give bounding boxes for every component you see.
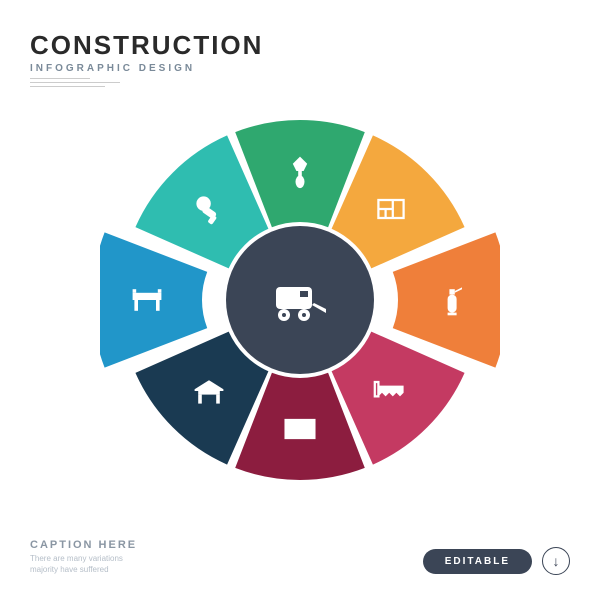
pie-chart (100, 100, 500, 500)
blueprint-icon (371, 189, 411, 229)
page-title: CONSTRUCTION (30, 30, 570, 61)
footer-buttons: EDITABLE ↓ (423, 547, 570, 575)
arrow-down-icon: ↓ (553, 553, 560, 569)
caption-block: CAPTION HERE There are many variationsma… (30, 539, 137, 575)
compressor-icon (262, 262, 338, 338)
grinder-icon (189, 189, 229, 229)
bricks-icon (280, 409, 320, 449)
page-subtitle: INFOGRAPHIC DESIGN (30, 63, 570, 74)
editable-button[interactable]: EDITABLE (423, 549, 532, 574)
download-button[interactable]: ↓ (542, 547, 570, 575)
footer: CAPTION HERE There are many variationsma… (30, 539, 570, 575)
header-lines (30, 78, 570, 87)
house-icon (189, 371, 229, 411)
trowel-icon (280, 151, 320, 191)
extinguisher-icon (433, 280, 473, 320)
caption-subtitle: There are many variationsmajority have s… (30, 554, 137, 575)
header: CONSTRUCTION INFOGRAPHIC DESIGN (30, 30, 570, 87)
saw-icon (371, 371, 411, 411)
barrier-icon (127, 280, 167, 320)
caption-title: CAPTION HERE (30, 539, 137, 551)
